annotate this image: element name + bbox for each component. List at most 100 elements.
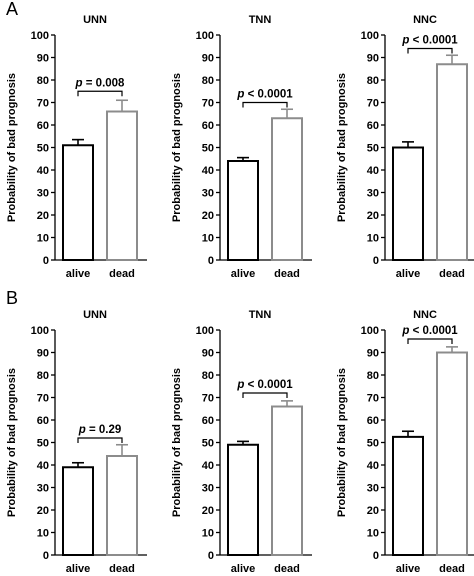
y-tick-label: 50 bbox=[367, 143, 379, 155]
y-tick-label: 70 bbox=[367, 98, 379, 110]
y-tick-label: 30 bbox=[37, 188, 49, 200]
y-tick-label: 40 bbox=[37, 460, 49, 472]
y-tick-label: 30 bbox=[202, 483, 214, 495]
y-tick-label: 30 bbox=[367, 483, 379, 495]
y-axis-label: Probability of bad prognosis bbox=[336, 368, 348, 517]
y-tick-label: 20 bbox=[367, 505, 379, 517]
y-tick-label: 40 bbox=[202, 165, 214, 177]
x-tick-label: dead bbox=[274, 268, 300, 280]
y-axis-label: Probability of bad prognosis bbox=[6, 368, 18, 517]
x-tick-label: alive bbox=[396, 563, 420, 575]
y-tick-label: 80 bbox=[367, 75, 379, 87]
y-tick-label: 80 bbox=[37, 75, 49, 87]
y-tick-label: 30 bbox=[37, 483, 49, 495]
y-tick-label: 20 bbox=[202, 505, 214, 517]
chart-b-unn: UNN Probability of bad prognosis 0 10 20 30 40… bbox=[6, 309, 147, 575]
chart-title: TNN bbox=[249, 14, 272, 26]
y-tick-label: 10 bbox=[37, 528, 49, 540]
y-tick-label: 80 bbox=[202, 370, 214, 382]
panel-label-a: A bbox=[6, 0, 19, 19]
x-tick-label: alive bbox=[66, 268, 90, 280]
y-tick-label: 0 bbox=[373, 255, 379, 267]
x-tick-label: dead bbox=[109, 268, 135, 280]
y-tick-label: 100 bbox=[196, 30, 214, 42]
significance-bracket bbox=[77, 437, 123, 443]
y-tick-label: 10 bbox=[367, 528, 379, 540]
chart-title: UNN bbox=[83, 309, 107, 321]
y-tick-label: 100 bbox=[361, 325, 379, 337]
p-value-label: p = 0.008 bbox=[75, 77, 126, 89]
y-tick-label: 60 bbox=[202, 415, 214, 427]
y-tick-label: 40 bbox=[202, 460, 214, 472]
significance-bracket bbox=[407, 338, 453, 344]
chart-a-nnc: NNC Probability of bad prognosis 0 10 20 30 40… bbox=[336, 14, 474, 280]
chart-title: NNC bbox=[413, 309, 437, 321]
y-tick-label: 10 bbox=[202, 233, 214, 245]
chart-b-nnc: NNC Probability of bad prognosis 0 10 20 30 40… bbox=[336, 309, 474, 575]
bar-dead bbox=[436, 63, 468, 261]
bar-alive bbox=[62, 466, 94, 556]
chart-title: UNN bbox=[83, 14, 107, 26]
y-tick-label: 60 bbox=[37, 120, 49, 132]
y-tick-label: 20 bbox=[37, 505, 49, 517]
y-tick-label: 40 bbox=[367, 460, 379, 472]
y-tick-label: 100 bbox=[31, 325, 49, 337]
y-tick-label: 40 bbox=[37, 165, 49, 177]
y-tick-label: 100 bbox=[196, 325, 214, 337]
x-tick-label: dead bbox=[109, 563, 135, 575]
y-axis-label: Probability of bad prognosis bbox=[6, 73, 18, 222]
y-tick-label: 20 bbox=[202, 210, 214, 222]
y-tick-label: 70 bbox=[37, 393, 49, 405]
bar-dead bbox=[271, 405, 303, 556]
y-tick-label: 90 bbox=[37, 53, 49, 65]
y-tick-label: 100 bbox=[31, 30, 49, 42]
y-tick-label: 90 bbox=[202, 53, 214, 65]
bar-alive bbox=[227, 160, 259, 261]
p-value-label: p < 0.0001 bbox=[236, 89, 293, 101]
bar-dead bbox=[106, 110, 138, 261]
y-tick-label: 60 bbox=[367, 120, 379, 132]
y-tick-label: 10 bbox=[202, 528, 214, 540]
bar-dead bbox=[106, 455, 138, 556]
chart-a-unn: UNN Probability of bad prognosis 0 10 20 30 40… bbox=[6, 14, 147, 280]
x-tick-label: dead bbox=[274, 563, 300, 575]
y-tick-label: 0 bbox=[208, 255, 214, 267]
y-tick-label: 90 bbox=[37, 348, 49, 360]
chart-a-tnn: TNN Probability of bad prognosis 0 10 20 30 40… bbox=[171, 14, 312, 280]
chart-title: TNN bbox=[249, 309, 272, 321]
bar-dead bbox=[271, 117, 303, 261]
y-tick-label: 50 bbox=[202, 438, 214, 450]
significance-bracket bbox=[242, 101, 288, 108]
chart-b-tnn: TNN Probability of bad prognosis 0 10 20 30 40… bbox=[171, 309, 312, 575]
x-tick-label: alive bbox=[66, 563, 90, 575]
y-tick-label: 80 bbox=[202, 75, 214, 87]
y-tick-label: 70 bbox=[202, 98, 214, 110]
y-tick-label: 30 bbox=[367, 188, 379, 200]
y-tick-label: 90 bbox=[202, 348, 214, 360]
p-value-label: p < 0.0001 bbox=[236, 379, 293, 391]
y-tick-label: 10 bbox=[37, 233, 49, 245]
y-tick-label: 100 bbox=[361, 30, 379, 42]
bar-alive bbox=[392, 146, 424, 261]
y-tick-label: 80 bbox=[367, 370, 379, 382]
significance-bracket bbox=[242, 392, 288, 398]
y-tick-label: 90 bbox=[367, 348, 379, 360]
y-tick-label: 60 bbox=[202, 120, 214, 132]
x-tick-label: dead bbox=[439, 268, 465, 280]
y-tick-label: 60 bbox=[37, 415, 49, 427]
bar-alive bbox=[62, 144, 94, 261]
y-tick-label: 60 bbox=[367, 415, 379, 427]
bar-alive bbox=[392, 435, 424, 556]
x-tick-label: alive bbox=[231, 563, 255, 575]
bar-alive bbox=[227, 443, 259, 556]
y-tick-label: 70 bbox=[367, 393, 379, 405]
y-tick-label: 0 bbox=[43, 550, 49, 562]
y-tick-label: 50 bbox=[37, 438, 49, 450]
panel-label-b: B bbox=[6, 288, 19, 308]
y-axis-label: Probability of bad prognosis bbox=[171, 73, 183, 222]
p-value-label: p < 0.0001 bbox=[401, 325, 458, 337]
y-tick-label: 30 bbox=[202, 188, 214, 200]
x-tick-label: dead bbox=[439, 563, 465, 575]
